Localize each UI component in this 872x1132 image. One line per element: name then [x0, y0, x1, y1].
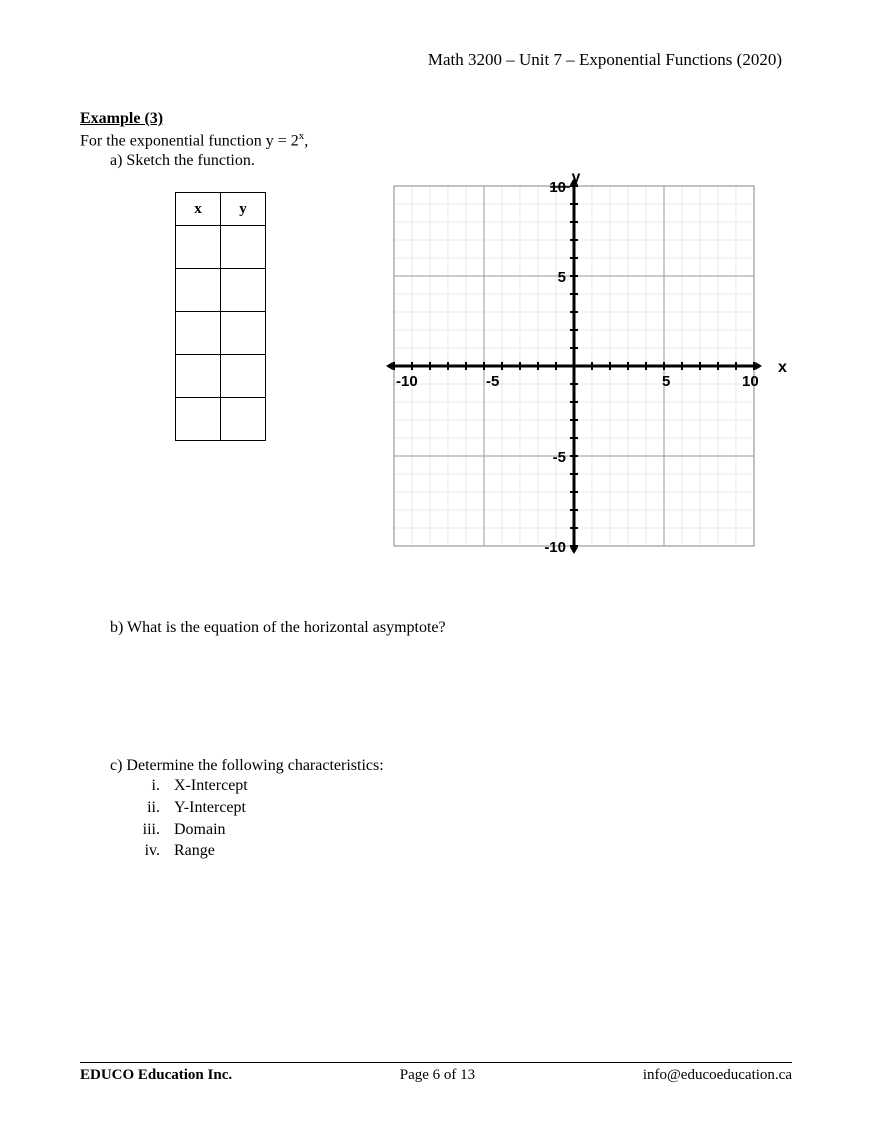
sublist-text: X-Intercept [174, 775, 248, 797]
footer-row: EDUCO Education Inc. Page 6 of 13 info@e… [80, 1067, 792, 1084]
example-block: Example (3) For the exponential function… [80, 110, 792, 862]
table-row [176, 312, 266, 355]
xy-table: x y [175, 192, 266, 441]
content-row: x y -10-5510105-5-10yx [80, 178, 792, 579]
intro-prefix: For the exponential function y = 2 [80, 132, 299, 149]
graph-wrap: -10-5510105-5-10yx [376, 168, 792, 579]
table-row [176, 226, 266, 269]
table-cell [176, 312, 221, 355]
svg-text:y: y [572, 169, 581, 186]
svg-text:-5: -5 [486, 373, 499, 390]
page-header: Math 3200 – Unit 7 – Exponential Functio… [80, 50, 792, 70]
sublist-num: iii. [126, 819, 174, 841]
xy-table-wrap: x y [175, 192, 266, 579]
table-row [176, 355, 266, 398]
svg-text:x: x [778, 359, 787, 376]
table-header-row: x y [176, 193, 266, 226]
sublist-item: iv.Range [126, 840, 792, 862]
part-b-text: b) What is the equation of the horizonta… [110, 619, 792, 637]
sublist-text: Range [174, 840, 215, 862]
sublist-item: ii.Y-Intercept [126, 797, 792, 819]
svg-text:-5: -5 [553, 449, 566, 466]
table-row [176, 398, 266, 441]
sublist-item: iii.Domain [126, 819, 792, 841]
cartesian-grid: -10-5510105-5-10yx [376, 168, 792, 574]
sublist-text: Domain [174, 819, 226, 841]
svg-text:5: 5 [558, 269, 566, 286]
sublist-num: iv. [126, 840, 174, 862]
table-cell [176, 269, 221, 312]
footer-right: info@educoeducation.ca [643, 1067, 792, 1084]
sublist-item: i.X-Intercept [126, 775, 792, 797]
footer-rule [80, 1062, 792, 1063]
page: Math 3200 – Unit 7 – Exponential Functio… [0, 0, 872, 1132]
example-title: Example (3) [80, 110, 163, 127]
table-cell [176, 355, 221, 398]
table-cell [176, 226, 221, 269]
table-cell [221, 312, 266, 355]
table-header-y: y [221, 193, 266, 226]
table-cell [221, 398, 266, 441]
footer-left: EDUCO Education Inc. [80, 1067, 232, 1084]
svg-text:-10: -10 [544, 539, 566, 556]
part-c-text: c) Determine the following characteristi… [110, 757, 792, 775]
table-row [176, 269, 266, 312]
sublist-num: ii. [126, 797, 174, 819]
intro-line: For the exponential function y = 2x, [80, 130, 792, 150]
sublist: i.X-Interceptii.Y-Interceptiii.Domainiv.… [126, 775, 792, 861]
table-cell [176, 398, 221, 441]
table-header-x: x [176, 193, 221, 226]
table-cell [221, 269, 266, 312]
page-footer: EDUCO Education Inc. Page 6 of 13 info@e… [80, 1062, 792, 1084]
table-cell [221, 355, 266, 398]
table-cell [221, 226, 266, 269]
svg-text:10: 10 [742, 373, 759, 390]
sublist-num: i. [126, 775, 174, 797]
svg-text:5: 5 [662, 373, 670, 390]
footer-center: Page 6 of 13 [400, 1067, 475, 1084]
intro-suffix: , [304, 132, 308, 149]
svg-text:-10: -10 [396, 373, 418, 390]
sublist-text: Y-Intercept [174, 797, 246, 819]
